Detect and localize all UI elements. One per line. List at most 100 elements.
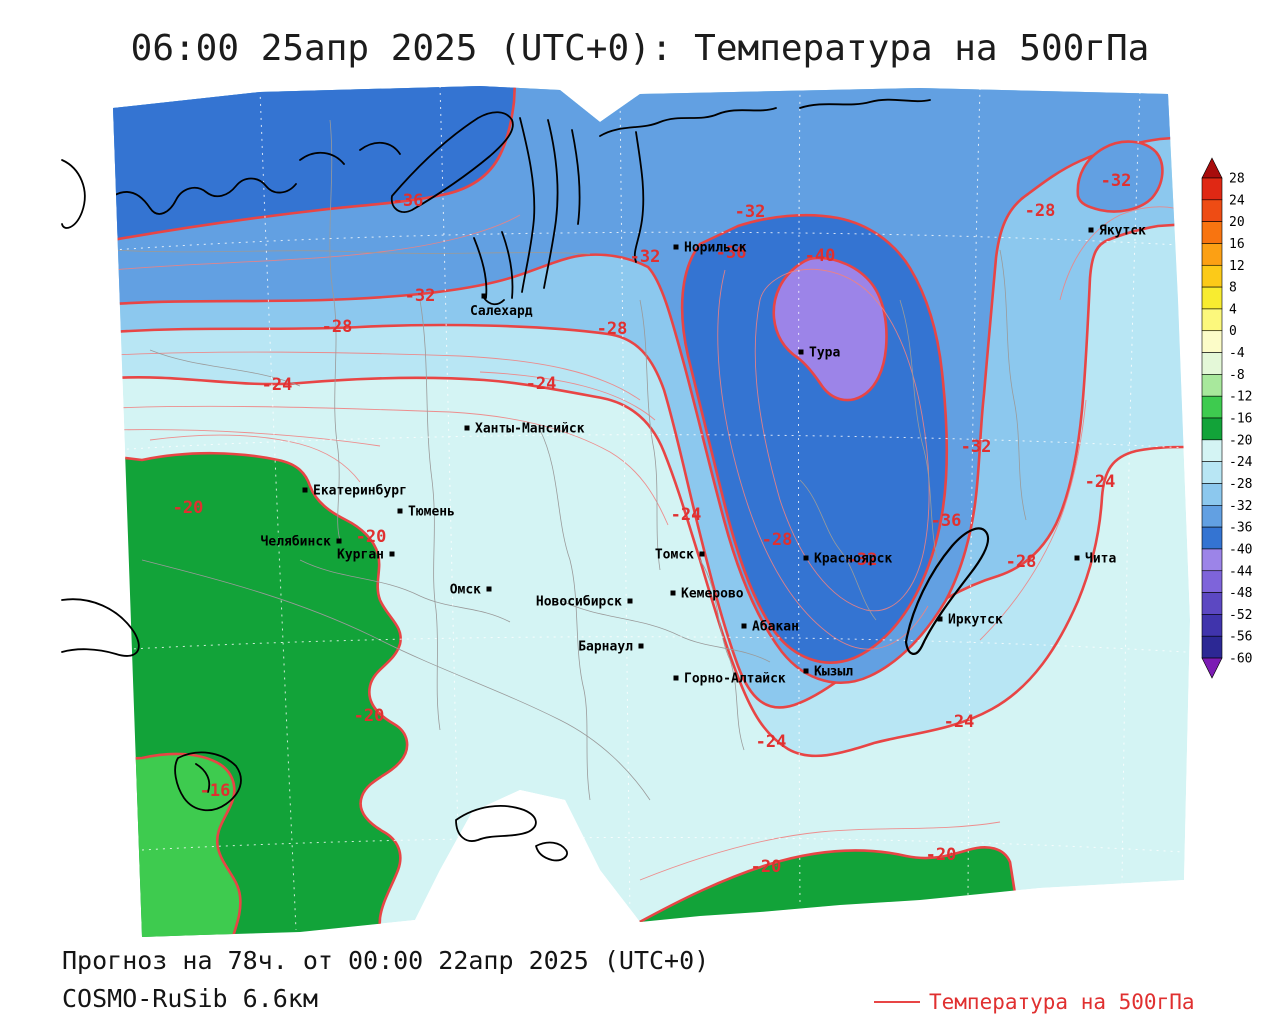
colorbar-tick-label: 8 [1229, 281, 1237, 296]
contour-label: -32 [630, 247, 661, 267]
city-label: Красноярск [814, 552, 892, 567]
contour-label: -32 [1101, 171, 1132, 191]
colorbar-arrow-top [1201, 157, 1223, 179]
city-label: Омск [450, 583, 481, 598]
colorbar-segment [1201, 221, 1223, 244]
model-info: COSMO-RuSib 6.6км [62, 984, 318, 1013]
colorbar-tick-label: -32 [1229, 499, 1252, 514]
city-label: Екатеринбург [313, 484, 407, 499]
colorbar-tick-label: -16 [1229, 412, 1252, 427]
colorbar-segment [1201, 504, 1223, 528]
colorbar-segment [1201, 417, 1223, 441]
colorbar-segment [1201, 439, 1223, 462]
admin-borders [113, 119, 1027, 801]
city-label: Иркутск [948, 613, 1003, 628]
colorbar-tick-label: -60 [1229, 652, 1252, 667]
colorbar-tick-label: -12 [1229, 390, 1252, 405]
city-label: Челябинск [261, 535, 332, 550]
region-minus32-ne [1076, 140, 1164, 213]
contour-label: -28 [1006, 552, 1037, 572]
colorbar-segment [1201, 286, 1223, 310]
city-marker [638, 643, 644, 649]
city-label: Горно-Алтайск [684, 672, 786, 687]
colorbar-segment [1201, 483, 1223, 506]
legend: Температура на 500гПа [874, 990, 1195, 1014]
city-marker [627, 598, 633, 604]
contour-label: -24 [671, 505, 702, 525]
colorbar-segment [1201, 308, 1223, 332]
colorbar-tick-label: 4 [1229, 302, 1237, 317]
colorbar-tick-label: -40 [1229, 542, 1252, 557]
city-marker [1088, 227, 1094, 233]
city-marker [670, 590, 676, 596]
contour-label: -24 [526, 374, 557, 394]
graticule [113, 86, 1189, 931]
contour-label: -32 [961, 437, 992, 457]
city-label: Кемерово [681, 587, 744, 602]
city-marker [673, 244, 679, 250]
contour-label: -28 [1025, 201, 1056, 221]
minor-contours [113, 206, 1183, 881]
legend-line-sample [874, 1001, 920, 1003]
city-label: Кызыл [814, 665, 853, 680]
colorbar-segment [1201, 548, 1223, 572]
contour-label: -16 [200, 781, 231, 801]
city-marker [464, 425, 470, 431]
contour-label: -36 [393, 191, 424, 211]
contour-labels-layer: -36 -32 -28 -24 -20 -20 -20 -16 -28 -24 -32 -32 -36 -… [173, 171, 1132, 877]
city-marker [798, 349, 804, 355]
colorbar: 28 24 20 16 12 8 4 0 -4 -8 -12 -16 -20 -24 -28 -32 -36 -4… [1201, 157, 1253, 679]
contour-label: -32 [847, 550, 878, 570]
city-label: Томск [655, 548, 694, 563]
region-minus40-core [772, 256, 888, 402]
colorbar-tick-label: -28 [1229, 477, 1252, 492]
city-label: Норильск [684, 241, 747, 256]
contour-label: -28 [762, 530, 793, 550]
coastline [113, 98, 990, 655]
map-title: 06:00 25апр 2025 (UTC+0): Температура на… [130, 28, 1150, 69]
city-marker [937, 616, 943, 622]
forecast-info: Прогноз на 78ч. от 00:00 22апр 2025 (UTC… [62, 946, 710, 975]
colorbar-segment [1201, 330, 1223, 353]
contour-label: -36 [716, 243, 747, 263]
legend-label: Температура на 500гПа [929, 990, 1195, 1014]
colorbar-segment [1201, 635, 1223, 659]
city-label: Абакан [752, 620, 799, 635]
colorbar-segment [1201, 570, 1223, 593]
colorbar-tick-label: -56 [1229, 630, 1252, 645]
colorbar-segment [1201, 461, 1223, 484]
city-marker [486, 586, 492, 592]
contour-label: -32 [405, 286, 436, 306]
colorbar-arrow-bottom [1201, 657, 1223, 679]
contour-label: -28 [322, 317, 353, 337]
colorbar-segment [1201, 352, 1223, 375]
colorbar-segment [1201, 243, 1223, 266]
contour-label: -24 [1085, 472, 1116, 492]
colorbar-tick-label: -52 [1229, 608, 1252, 623]
colorbar-segment [1201, 374, 1223, 397]
colorbar-tick-label: -44 [1229, 564, 1253, 579]
city-label: Ханты-Мансийск [475, 422, 585, 437]
city-marker [397, 508, 403, 514]
cities-layer: Норильск Салехард Тура Якутск Ханты-Мансийск… [261, 224, 1147, 687]
city-marker [673, 675, 679, 681]
contour-label: -32 [735, 202, 766, 222]
city-label: Курган [337, 548, 384, 563]
city-marker [481, 293, 487, 299]
city-marker [389, 551, 395, 557]
colorbar-tick-label: 28 [1229, 172, 1245, 187]
contour-label: -24 [944, 712, 975, 732]
colorbar-segment [1201, 395, 1223, 419]
contour-label: -20 [751, 857, 782, 877]
city-label: Якутск [1099, 224, 1146, 239]
city-label: Новосибирск [536, 595, 622, 610]
contour-label: -20 [354, 706, 385, 726]
colorbar-segment [1201, 199, 1223, 222]
contour-label: -24 [262, 375, 293, 395]
city-marker [803, 668, 809, 674]
coastline-outside [61, 159, 568, 862]
city-marker [741, 623, 747, 629]
colorbar-tick-label: -4 [1229, 346, 1245, 361]
contour-label: -20 [356, 527, 387, 547]
colorbar-tick-label: -36 [1229, 521, 1252, 536]
